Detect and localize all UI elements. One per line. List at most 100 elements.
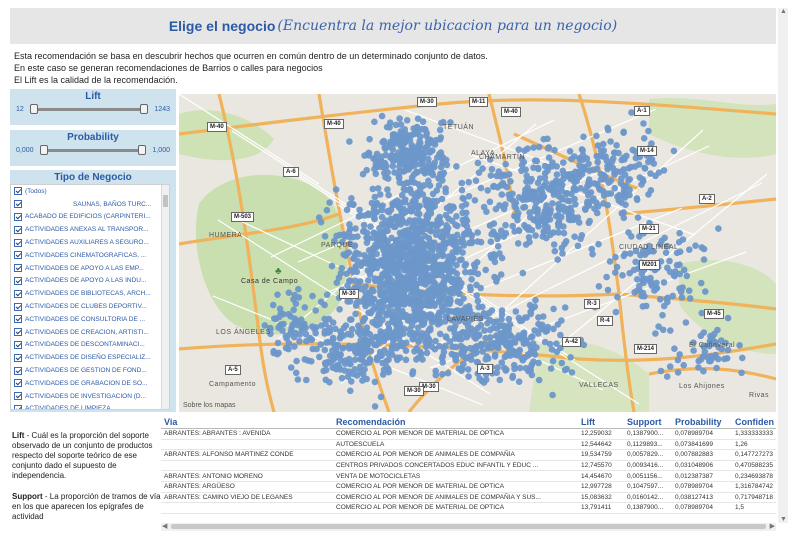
table-row[interactable]: ABRANTES: ABRANTES : AVENIDA COMERCIO AL … — [161, 428, 776, 440]
table-row[interactable]: AUTOESCUELA 12,544642 0,1129893... 0,073841… — [161, 439, 776, 451]
location-point — [607, 138, 614, 145]
scroll-up-icon[interactable]: ▲ — [780, 8, 787, 15]
location-point — [612, 308, 620, 316]
column-header[interactable]: Support — [624, 416, 672, 429]
location-point — [448, 217, 456, 225]
checkbox[interactable] — [14, 404, 22, 409]
lift-min-handle[interactable] — [29, 104, 38, 114]
table-horizontal-scrollbar[interactable]: ◀ ▶ — [161, 523, 776, 531]
checkbox[interactable] — [14, 340, 22, 349]
scroll-down-icon[interactable]: ▼ — [780, 516, 787, 523]
checkbox[interactable] — [14, 289, 22, 298]
checkbox[interactable] — [14, 353, 22, 362]
scroll-left-icon[interactable]: ◀ — [162, 523, 168, 530]
column-header[interactable]: Via — [161, 416, 333, 429]
tipo-negocio-item[interactable]: ACTIVIDADES DE LIMPIEZA — [11, 403, 169, 409]
location-point — [556, 206, 563, 213]
tipo-negocio-filter: Tipo de Negocio (Todos) SAUNAS, BAÑOS TUR… — [10, 170, 176, 412]
location-point — [695, 364, 702, 371]
tipo-negocio-item[interactable]: ACTIVIDADES DE CONSULTORIA DE ... — [11, 313, 169, 326]
location-point — [632, 247, 640, 255]
tipo-negocio-item[interactable]: ACTIVIDADES DE BIBLIOTECAS, ARCH... — [11, 287, 169, 300]
table-row[interactable]: ABRANTES: CAMINO VIEJO DE LEGANES COMERCI… — [161, 492, 776, 504]
tipo-negocio-item[interactable]: ACABADO DE EDIFICIOS (CARPINTERI... — [11, 211, 169, 224]
tipo-negocio-item[interactable]: (Todos) — [11, 185, 169, 198]
park-area — [179, 110, 274, 161]
probability-filter-title: Probability — [67, 132, 119, 143]
tipo-negocio-item[interactable]: ACTIVIDADES DE CLUBES DEPORTIV... — [11, 300, 169, 313]
lift-max-handle[interactable] — [140, 104, 149, 114]
probability-max-handle[interactable] — [138, 145, 147, 155]
checkbox[interactable] — [14, 251, 22, 260]
location-point — [421, 291, 429, 298]
location-point — [367, 257, 374, 265]
probability-slider[interactable] — [39, 145, 147, 155]
checkbox[interactable] — [14, 187, 22, 196]
location-point — [593, 180, 601, 188]
location-point — [477, 314, 484, 322]
column-header[interactable]: Lift — [578, 416, 624, 429]
location-point — [407, 201, 414, 209]
tipo-negocio-item[interactable]: ACTIVIDADES DE APOYO A LAS EMP... — [11, 262, 169, 275]
checkbox[interactable] — [14, 225, 22, 234]
checkbox[interactable] — [14, 379, 22, 388]
location-point — [417, 218, 425, 226]
table-row[interactable]: ABRANTES: ANTONIO MORENO VENTA DE MOTOCIC… — [161, 470, 776, 482]
page-vertical-scrollbar[interactable]: ▲ ▼ — [778, 8, 788, 523]
location-point — [394, 356, 401, 364]
checkbox[interactable] — [14, 200, 22, 209]
table-row[interactable]: COMERCIO AL POR MENOR DE MATERIAL DE OPT… — [161, 502, 776, 514]
location-point — [625, 229, 632, 236]
lift-slider[interactable] — [29, 104, 149, 114]
scroll-right-icon[interactable]: ▶ — [769, 523, 775, 530]
column-header[interactable]: Recomendación — [333, 416, 578, 429]
tipo-negocio-item[interactable]: ACTIVIDADES DE DESCONTAMINACI... — [11, 339, 169, 352]
table-row[interactable]: ABRANTES: ALFONSO MARTINEZ CONDE COMERCIO… — [161, 449, 776, 461]
tipo-negocio-item[interactable]: ACTIVIDADES AUXILIARES A SEGURO... — [11, 236, 169, 249]
tipo-negocio-item[interactable]: ACTIVIDADES DE CREACION, ARTISTI... — [11, 326, 169, 339]
location-point — [674, 356, 682, 364]
tipo-negocio-item[interactable]: ACTIVIDADES DE GESTION DE FOND... — [11, 364, 169, 377]
location-point — [520, 340, 528, 347]
lift-min-value: 12 — [16, 106, 24, 113]
location-point — [382, 295, 389, 302]
tipo-negocio-item[interactable]: SAUNAS, BAÑOS TURC... — [11, 198, 169, 211]
map[interactable]: Sobre los mapas M-30 M-11 M-40 M-40 A-1 M-40 M… — [179, 94, 776, 412]
checkbox[interactable] — [14, 238, 22, 247]
checkbox[interactable] — [14, 366, 22, 375]
table-cell: 0,470588235 — [732, 460, 776, 472]
column-header[interactable]: Confiden — [732, 416, 776, 429]
table-row[interactable]: ABRANTES: ARGÜESO COMERCIO AL POR MENOR D… — [161, 481, 776, 493]
table-row[interactable]: CENTROS PRIVADOS CONCERTADOS EDUC INFANT… — [161, 460, 776, 472]
location-point — [558, 359, 566, 367]
location-point — [363, 324, 371, 331]
tipo-negocio-item[interactable]: ACTIVIDADES DE INVESTIGACION (D... — [11, 390, 169, 403]
location-point — [465, 373, 472, 380]
checkbox[interactable] — [14, 315, 22, 324]
location-point — [739, 354, 746, 362]
checkbox[interactable] — [14, 392, 22, 401]
checkbox[interactable] — [14, 302, 22, 311]
map-attribution[interactable]: Sobre los mapas — [183, 402, 236, 409]
checkbox[interactable] — [14, 212, 22, 221]
location-point — [690, 347, 697, 354]
checkbox[interactable] — [14, 328, 22, 337]
location-point — [595, 240, 602, 248]
location-point — [568, 369, 576, 376]
tipo-negocio-item[interactable]: ACTIVIDADES DE APOYO A LAS INDU... — [11, 275, 169, 288]
tipo-negocio-item[interactable]: ACTIVIDADES DE GRABACION DE SO... — [11, 377, 169, 390]
location-point — [460, 329, 468, 336]
column-header[interactable]: Probability — [672, 416, 732, 429]
checkbox[interactable] — [14, 264, 22, 273]
location-point — [570, 177, 578, 184]
location-point — [715, 225, 722, 232]
tipo-negocio-item[interactable]: ACTIVIDADES CINEMATOGRAFICAS, ... — [11, 249, 169, 262]
tipo-negocio-item[interactable]: ACTIVIDADES DE DISEÑO ESPECIALIZ... — [11, 351, 169, 364]
location-point — [460, 220, 468, 228]
highway-road — [317, 94, 391, 412]
checkbox[interactable] — [14, 276, 22, 285]
probability-min-handle[interactable] — [39, 145, 48, 155]
tipo-negocio-item[interactable]: ACTIVIDADES ANEXAS AL TRANSPOR... — [11, 223, 169, 236]
location-point — [473, 259, 481, 266]
tipo-list-scrollbar[interactable] — [161, 185, 169, 409]
